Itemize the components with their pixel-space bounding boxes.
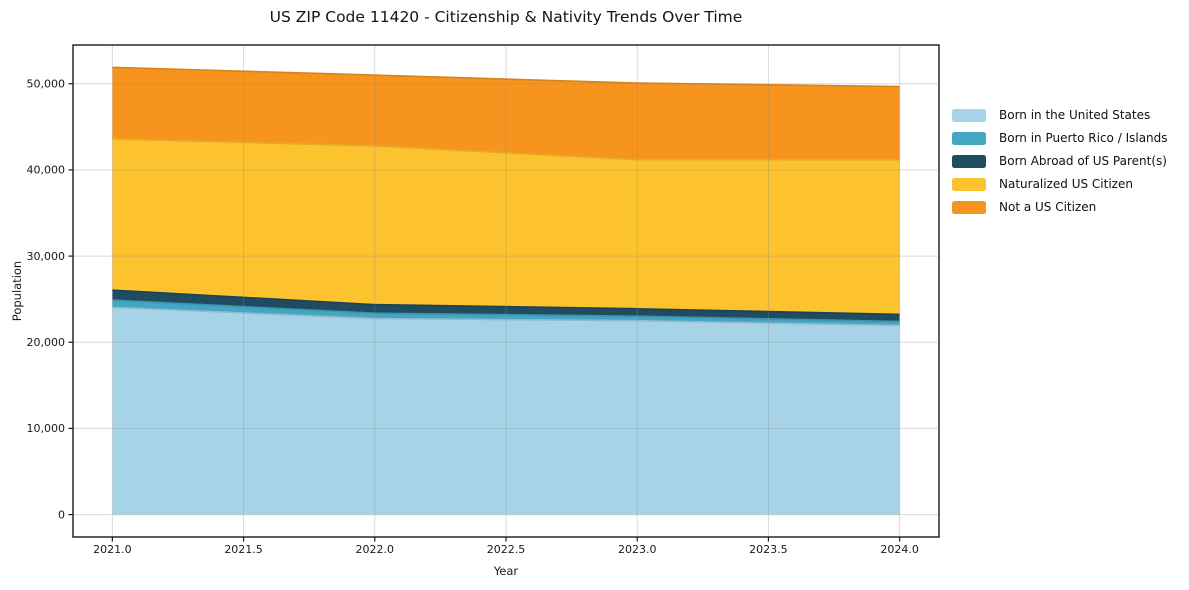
area-edge-4 — [112, 66, 900, 88]
legend-item-2: Born Abroad of US Parent(s) — [952, 153, 1168, 169]
legend-swatch-icon — [952, 154, 986, 168]
x-tick-label: 2023.5 — [749, 543, 788, 556]
x-tick-label: 2022.5 — [487, 543, 526, 556]
x-axis-label: Year — [493, 564, 519, 578]
legend-item-0: Born in the United States — [952, 107, 1168, 123]
area-series-2 — [112, 290, 900, 322]
area-edge-0 — [112, 306, 900, 327]
x-tick-label: 2021.0 — [93, 543, 132, 556]
y-tick-label: 50,000 — [27, 78, 66, 91]
area-series-4 — [112, 67, 900, 160]
area-edge-3 — [112, 138, 900, 161]
y-tick-label: 20,000 — [27, 336, 66, 349]
area-edge-2 — [112, 289, 900, 316]
legend: Born in the United States Born in Puerto … — [952, 107, 1168, 215]
area-series-0 — [112, 307, 900, 515]
y-tick-label: 40,000 — [27, 164, 66, 177]
legend-item-label: Born in Puerto Rico / Islands — [999, 131, 1168, 145]
legend-item-label: Not a US Citizen — [999, 200, 1097, 214]
legend-item-label: Born Abroad of US Parent(s) — [999, 154, 1167, 168]
x-tick-label: 2021.5 — [224, 543, 263, 556]
legend-item-label: Naturalized US Citizen — [999, 177, 1133, 191]
legend-item-1: Born in Puerto Rico / Islands — [952, 130, 1168, 146]
legend-swatch-icon — [952, 200, 986, 214]
area-series-3 — [112, 138, 900, 315]
legend-item-4: Not a US Citizen — [952, 199, 1168, 215]
legend-item-3: Naturalized US Citizen — [952, 176, 1168, 192]
y-tick-label: 10,000 — [27, 422, 66, 435]
chart-title: US ZIP Code 11420 - Citizenship & Nativi… — [269, 8, 743, 26]
legend-swatch-icon — [952, 177, 986, 191]
x-tick-label: 2023.0 — [618, 543, 657, 556]
y-tick-label: 0 — [58, 508, 65, 521]
y-tick-label: 30,000 — [27, 250, 66, 263]
area-edge-1 — [112, 299, 900, 323]
legend-swatch-icon — [952, 108, 986, 122]
y-axis-label: Population — [10, 260, 24, 322]
legend-swatch-icon — [952, 131, 986, 145]
legend-item-label: Born in the United States — [999, 108, 1151, 122]
x-tick-label: 2024.0 — [880, 543, 919, 556]
x-tick-label: 2022.0 — [356, 543, 395, 556]
area-series-1 — [112, 300, 900, 326]
